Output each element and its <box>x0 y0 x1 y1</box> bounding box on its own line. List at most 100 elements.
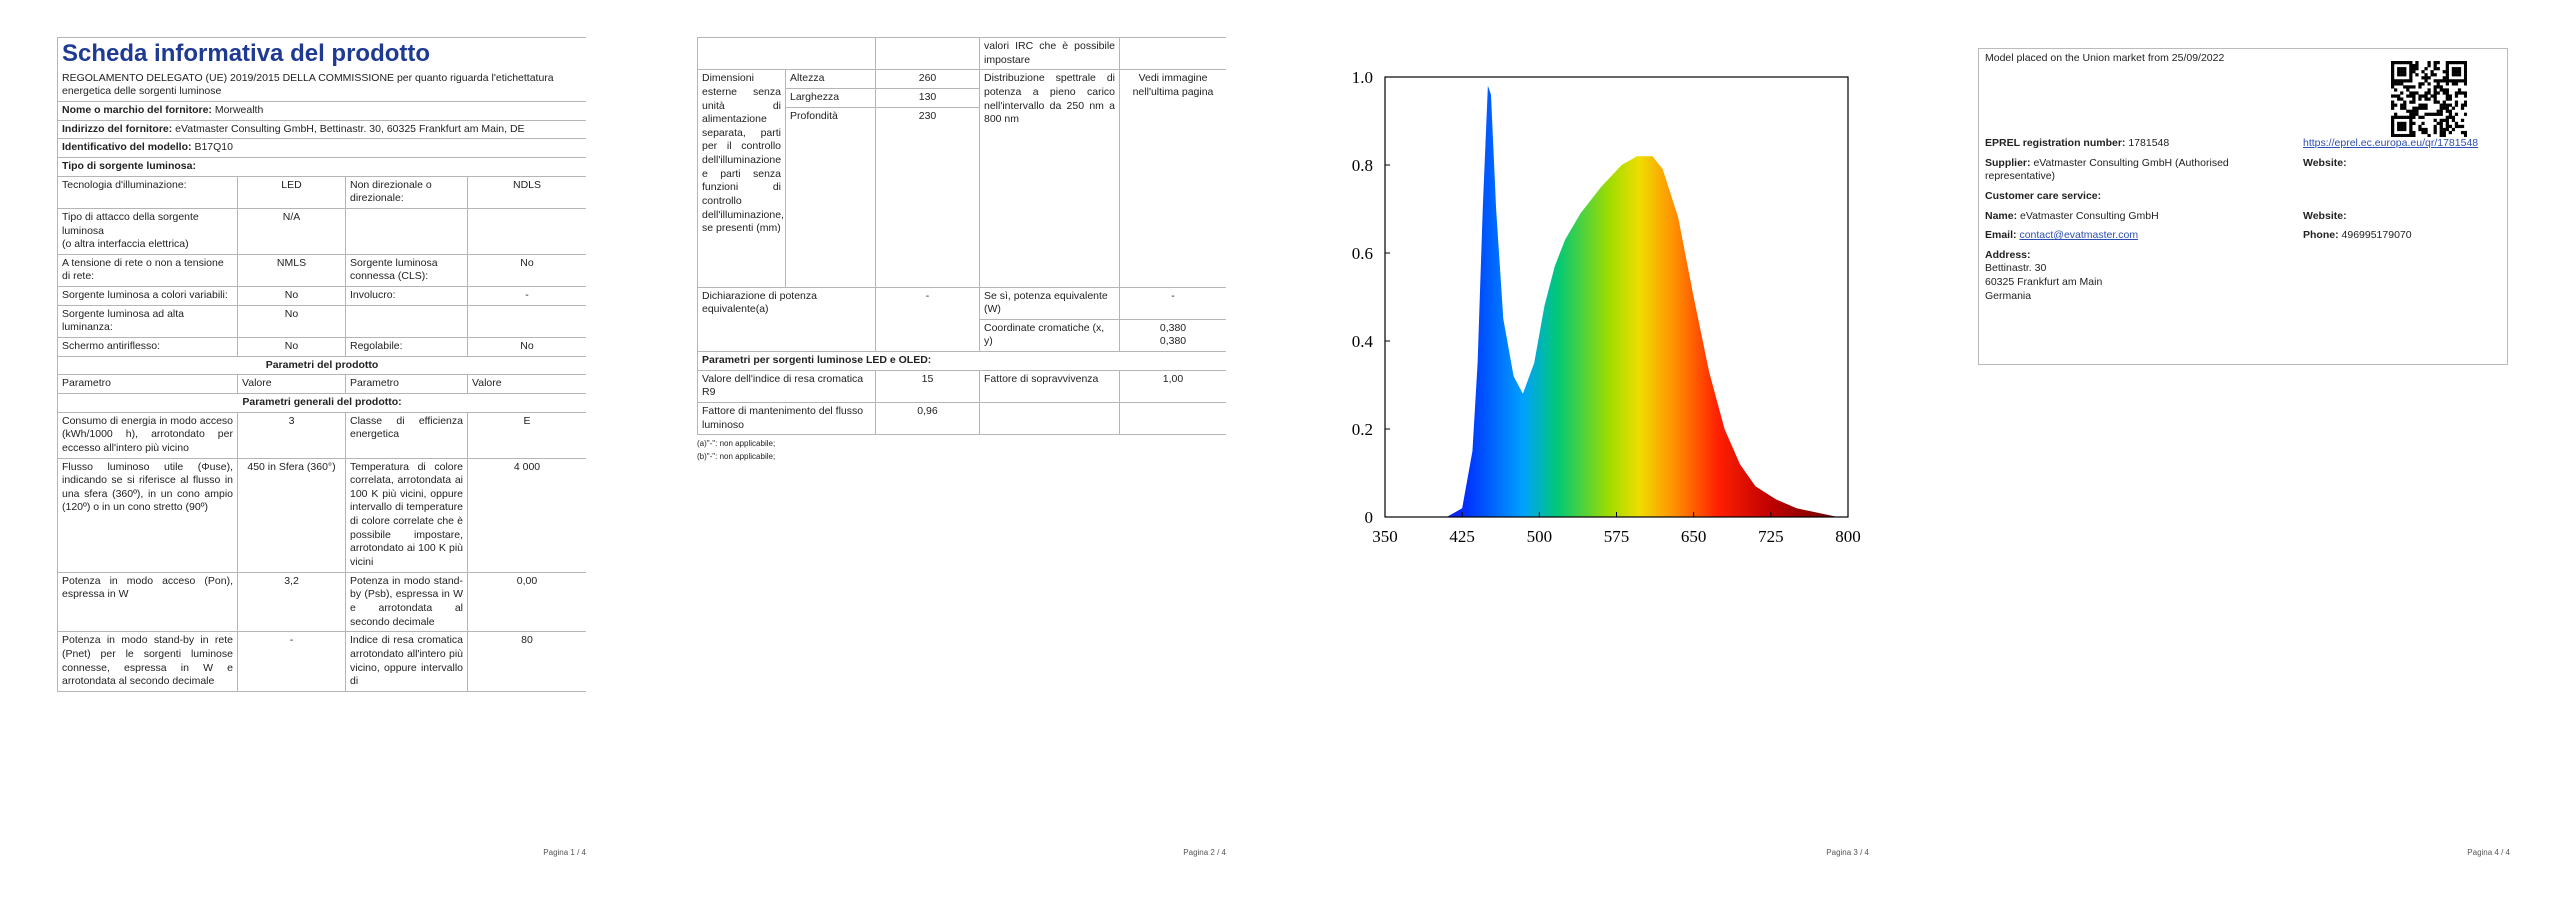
qr-module <box>2424 112 2428 116</box>
product-table: valori IRC che è possibile impostare Dim… <box>697 37 1226 436</box>
qr-module <box>2415 112 2419 116</box>
qr-module <box>2403 124 2407 129</box>
cell: No <box>237 337 346 357</box>
qr-module <box>2445 109 2449 113</box>
qr-module <box>2454 79 2459 83</box>
label: Identificativo del modello: <box>62 141 192 154</box>
qr-module <box>2391 133 2395 137</box>
page-2: valori IRC che è possibile impostare Dim… <box>697 37 1226 477</box>
cell: Fattore di sopravvivenza <box>979 369 1120 404</box>
qr-module <box>2463 130 2467 135</box>
qr-module <box>2448 130 2452 135</box>
qr-module <box>2445 124 2449 129</box>
qr-module <box>2463 112 2467 116</box>
qr-module <box>2427 61 2431 65</box>
qr-module <box>2442 127 2446 132</box>
section-title: Parametri generali del prodotto: <box>242 395 402 408</box>
product-table: Scheda informativa del prodotto REGOLAMEN… <box>57 37 586 692</box>
qr-module <box>2460 118 2465 122</box>
qr-module <box>2409 130 2413 135</box>
qr-module <box>2391 121 2395 126</box>
qr-module <box>2442 106 2446 110</box>
cell: Dichiarazione di potenza equivalente(a) <box>697 286 876 353</box>
page-1: Scheda informativa del prodotto REGOLAMEN… <box>57 37 586 830</box>
label: Phone: <box>2303 229 2339 242</box>
qr-module <box>2391 100 2395 104</box>
label: Address: <box>1985 248 2031 261</box>
qr-module <box>2433 85 2437 89</box>
qr-module <box>2442 70 2446 74</box>
qr-module <box>2436 82 2440 86</box>
cell: Potenza in modo stand-by (Psb), espressa… <box>345 571 468 633</box>
qr-module <box>2463 70 2467 74</box>
qr-module <box>2439 79 2443 83</box>
qr-module <box>2418 124 2422 129</box>
qr-module <box>2439 112 2443 116</box>
qr-module <box>2418 97 2422 101</box>
qr-module <box>2442 76 2446 80</box>
qr-module <box>2397 124 2401 129</box>
qr-module <box>2436 100 2440 104</box>
link[interactable]: contact@evatmaster.com <box>2019 229 2139 242</box>
value: B17Q10 <box>194 141 233 154</box>
qr-module <box>2439 127 2443 132</box>
cell: 0,96 <box>875 402 980 436</box>
qr-module <box>2412 130 2416 135</box>
cell: Sorgente luminosa a colori variabili: <box>57 286 238 306</box>
qr-module <box>2451 61 2456 65</box>
qr-module <box>2424 94 2428 98</box>
spectrum-chart: 0 0.2 0.4 0.6 0.8 1.0 350 425 500 575 650 725 800 <box>1352 68 1861 546</box>
qr-module <box>2412 85 2416 89</box>
qr-module <box>2409 73 2413 77</box>
value: eVatmaster Consulting GmbH, Bettinastr. … <box>175 122 525 135</box>
link[interactable]: https://eprel.ec.europa.eu/qr/1781548 <box>2303 137 2479 149</box>
qr-module <box>2448 109 2452 113</box>
qr-module <box>2424 76 2428 80</box>
qr-module <box>2442 88 2446 92</box>
qr-module <box>2412 94 2416 98</box>
qr-module <box>2433 112 2437 116</box>
qr-module <box>2397 70 2401 74</box>
qr-module <box>2394 103 2398 107</box>
qr-module <box>2415 73 2419 77</box>
qr-module <box>2433 67 2437 71</box>
qr-module <box>2421 70 2425 74</box>
qr-module <box>2406 85 2410 89</box>
qr-module <box>2406 94 2410 98</box>
qr-module <box>2403 73 2407 77</box>
qr-module <box>2439 124 2443 129</box>
qr-module <box>2409 127 2413 132</box>
qr-module <box>2454 103 2459 107</box>
qr-module <box>2445 79 2449 83</box>
value: Morwealth <box>214 104 264 117</box>
label: Indirizzo del fornitore: <box>62 122 173 135</box>
qr-module <box>2457 73 2462 77</box>
y-tick-label: 0.8 <box>1352 156 1373 175</box>
qr-module <box>2412 97 2416 101</box>
qr-module <box>2451 79 2456 83</box>
label: Customer care service: <box>1985 189 2102 202</box>
qr-module <box>2424 91 2428 95</box>
qr-module <box>2403 133 2407 137</box>
qr-module <box>2394 115 2398 119</box>
x-tick-label: 425 <box>1449 527 1475 546</box>
qr-module <box>2454 124 2459 129</box>
qr-module <box>2454 121 2459 126</box>
cell: LED <box>237 175 346 209</box>
qr-module <box>2451 106 2456 110</box>
qr-module <box>2421 127 2425 132</box>
qr-module <box>2403 127 2407 132</box>
qr-module <box>2409 100 2413 104</box>
cell: Tecnologia d'illuminazione: <box>57 175 238 209</box>
qr-module <box>2400 70 2404 74</box>
qr-module <box>2424 127 2428 132</box>
qr-module <box>2454 100 2459 104</box>
cell: Flusso luminoso utile (Φuse), indicando … <box>57 457 238 573</box>
qr-module <box>2445 88 2449 92</box>
x-tick-label: 500 <box>1527 527 1553 546</box>
cell: Dimensioni esterne senza unità di alimen… <box>697 69 786 288</box>
qr-module <box>2427 88 2431 92</box>
qr-module <box>2463 67 2467 71</box>
qr-module <box>2394 88 2398 92</box>
